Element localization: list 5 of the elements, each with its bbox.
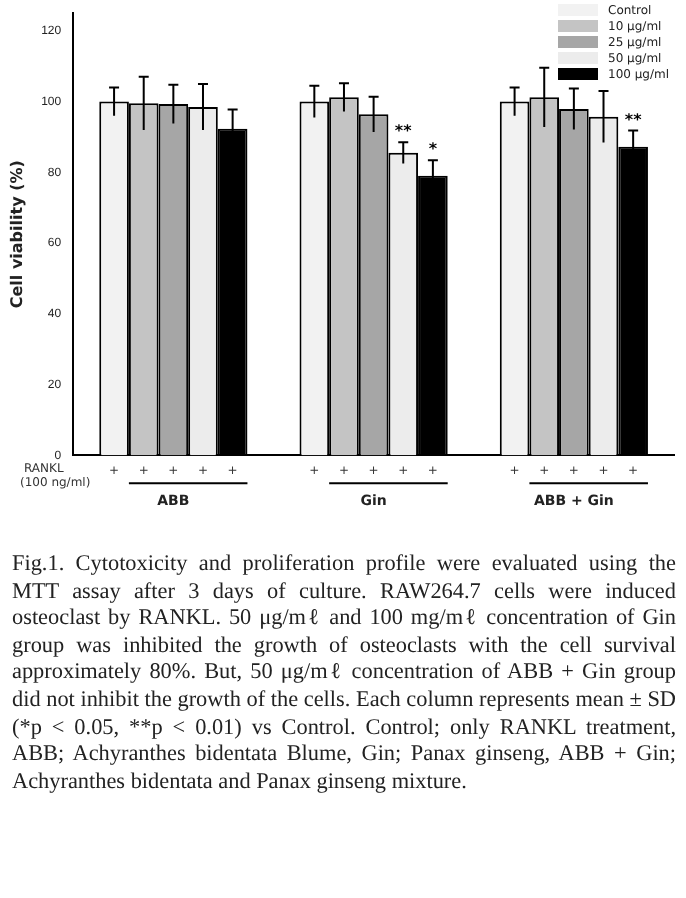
y-axis-title: Cell viability (%) [7,160,26,309]
data-label: ** [624,110,644,129]
text: Fig.1. Cytotoxicity and proliferation profile were evaluated using the MTT assay after 3 days of culture. RAW264.7 cells were induced osteoclast by RANKL. 50 μg/mℓ and 100 mg/mℓ concentration of Gin group was inhibited the growth of osteoclasts with the cell survival approximately 80%. But, 50 μg/mℓ concentration of ABB + Gin group did not inhibit the growth of the cells. Each column represents mean ± SD (*p < 0.05, **p < 0.01) vs Control. Control; only RANKL treatment, ABB; Achyranthes bidentata Blume, Gin; Panax ginseng, ABB + Gin; Achyranthes bidentata and Panax ginseng mixture. [12,552,676,794]
data-label: * [428,140,439,159]
data-label: ** [394,122,414,141]
